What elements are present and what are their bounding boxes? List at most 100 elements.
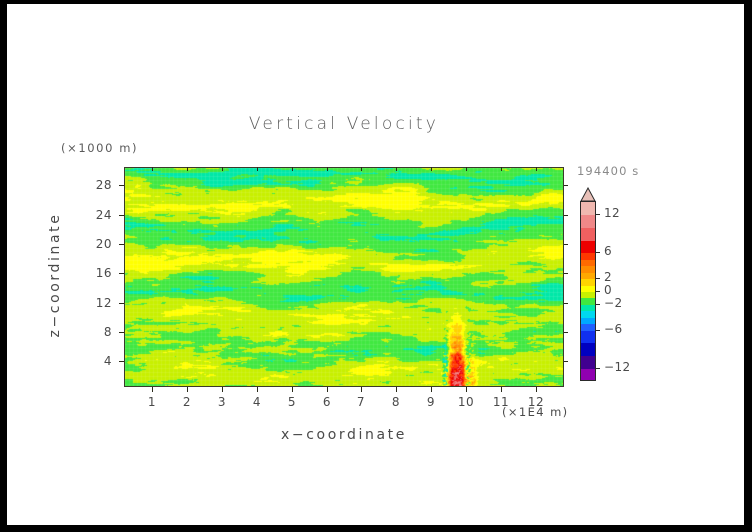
colorbar-band bbox=[581, 279, 595, 286]
y-tick-label: 20 bbox=[95, 237, 112, 251]
colorbar-tick-mark bbox=[596, 330, 600, 331]
vertical-velocity-field bbox=[125, 168, 563, 386]
y-tick-mark-right bbox=[564, 361, 568, 362]
colorbar-band bbox=[581, 356, 595, 370]
x-tick-mark-top bbox=[152, 167, 153, 171]
colorbar-band bbox=[581, 259, 595, 267]
x-tick-label: 5 bbox=[287, 395, 297, 409]
colorbar-band bbox=[581, 369, 595, 380]
x-tick-label: 12 bbox=[527, 395, 545, 409]
x-tick-label: 3 bbox=[217, 395, 227, 409]
y-tick-mark bbox=[119, 303, 124, 304]
x-axis-unit-label: (×1E4 m) bbox=[502, 405, 569, 419]
colorbar-band bbox=[581, 292, 595, 299]
colorbar-tick-label: 12 bbox=[604, 206, 621, 220]
x-tick-label: 9 bbox=[426, 395, 436, 409]
y-tick-mark-right bbox=[564, 303, 568, 304]
x-tick-mark bbox=[187, 387, 188, 392]
y-tick-mark bbox=[119, 332, 124, 333]
x-tick-mark-top bbox=[536, 167, 537, 171]
colorbar-tick-mark bbox=[596, 368, 600, 369]
colorbar-tick-mark bbox=[596, 214, 600, 215]
y-tick-mark-right bbox=[564, 185, 568, 186]
x-tick-label: 4 bbox=[252, 395, 262, 409]
colorbar-band bbox=[581, 330, 595, 344]
x-tick-label: 8 bbox=[391, 395, 401, 409]
x-tick-mark-top bbox=[222, 167, 223, 171]
colorbar-band bbox=[581, 304, 595, 312]
colorbar-tick-label: 0 bbox=[604, 283, 613, 297]
colorbar-band bbox=[581, 324, 595, 331]
colorbar-tick-mark bbox=[596, 278, 600, 279]
x-tick-mark-top bbox=[361, 167, 362, 171]
x-tick-label: 6 bbox=[322, 395, 332, 409]
y-tick-label: 8 bbox=[103, 325, 112, 339]
x-tick-mark bbox=[257, 387, 258, 392]
colorbar-band bbox=[581, 253, 595, 260]
colorbar-band bbox=[581, 343, 595, 357]
x-tick-mark bbox=[361, 387, 362, 392]
y-tick-label: 28 bbox=[95, 178, 112, 192]
colorbar-tick-label: 6 bbox=[604, 244, 613, 258]
y-tick-mark bbox=[119, 244, 124, 245]
x-tick-mark bbox=[292, 387, 293, 392]
y-tick-mark bbox=[119, 361, 124, 362]
y-axis-unit-label: (×1000 m) bbox=[61, 141, 139, 155]
y-tick-label: 24 bbox=[95, 208, 112, 222]
timestamp-label: 194400 s bbox=[577, 164, 640, 178]
x-tick-mark-top bbox=[466, 167, 467, 171]
x-tick-label: 11 bbox=[492, 395, 510, 409]
x-tick-label: 1 bbox=[147, 395, 157, 409]
y-tick-label: 12 bbox=[95, 296, 112, 310]
x-tick-mark-top bbox=[257, 167, 258, 171]
colorbar-band bbox=[581, 311, 595, 318]
colorbar-tick-mark bbox=[596, 304, 600, 305]
x-tick-mark bbox=[536, 387, 537, 392]
x-tick-mark bbox=[222, 387, 223, 392]
x-tick-mark bbox=[431, 387, 432, 392]
y-tick-mark bbox=[119, 273, 124, 274]
colorbar-band bbox=[581, 272, 595, 280]
y-tick-mark-right bbox=[564, 215, 568, 216]
colorbar-band bbox=[581, 240, 595, 254]
x-tick-mark bbox=[327, 387, 328, 392]
x-tick-mark-top bbox=[187, 167, 188, 171]
x-tick-mark bbox=[466, 387, 467, 392]
x-tick-mark-top bbox=[431, 167, 432, 171]
colorbar-tick-label: −2 bbox=[604, 296, 623, 310]
y-axis-title: z−coordinate bbox=[47, 212, 63, 338]
x-tick-mark bbox=[396, 387, 397, 392]
colorbar-gradient bbox=[580, 201, 596, 381]
x-tick-label: 2 bbox=[182, 395, 192, 409]
y-tick-label: 16 bbox=[95, 266, 112, 280]
colorbar-band bbox=[581, 227, 595, 241]
colorbar-band bbox=[581, 266, 595, 273]
colorbar-tick-label: 2 bbox=[604, 270, 613, 284]
y-tick-mark-right bbox=[564, 332, 568, 333]
x-tick-mark-top bbox=[327, 167, 328, 171]
colorbar-arrow-cap-icon bbox=[580, 187, 596, 202]
x-tick-label: 7 bbox=[356, 395, 366, 409]
y-tick-mark-right bbox=[564, 244, 568, 245]
plot-area bbox=[124, 167, 564, 387]
colorbar-band bbox=[581, 214, 595, 228]
x-tick-mark-top bbox=[292, 167, 293, 171]
x-tick-label: 10 bbox=[457, 395, 475, 409]
colorbar-tick-label: −12 bbox=[604, 360, 631, 374]
colorbar-band bbox=[581, 202, 595, 215]
colorbar-tick-mark bbox=[596, 252, 600, 253]
colorbar-band bbox=[581, 298, 595, 305]
colorbar-band bbox=[581, 317, 595, 325]
y-tick-label: 4 bbox=[103, 354, 112, 368]
colorbar-band bbox=[581, 285, 595, 292]
page-title: Vertical Velocity bbox=[248, 114, 440, 134]
y-tick-mark-right bbox=[564, 273, 568, 274]
x-axis-title: x−coordinate bbox=[281, 427, 407, 443]
x-tick-mark bbox=[501, 387, 502, 392]
x-tick-mark-top bbox=[501, 167, 502, 171]
colorbar-tick-mark bbox=[596, 291, 600, 292]
x-tick-mark-top bbox=[396, 167, 397, 171]
x-tick-mark bbox=[152, 387, 153, 392]
